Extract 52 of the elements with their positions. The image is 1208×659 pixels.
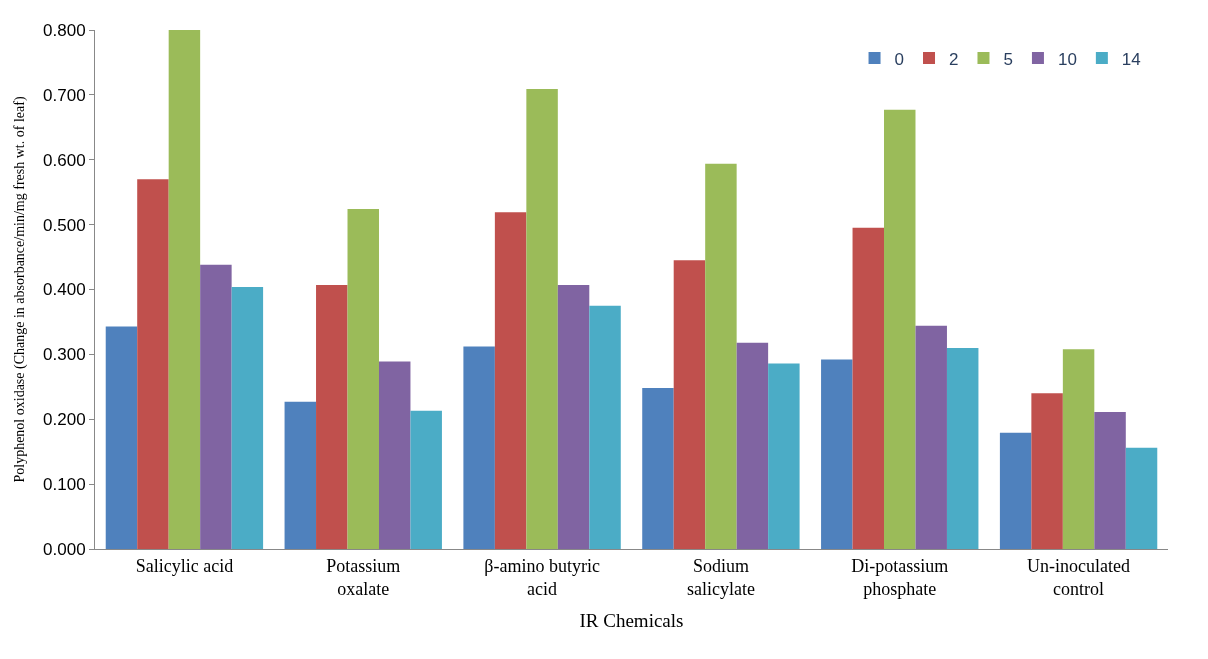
y-tick-label: 0.200 xyxy=(43,410,86,430)
bar xyxy=(463,346,495,549)
bar xyxy=(284,401,317,549)
x-tick-label: Sodium salicylate xyxy=(686,555,755,599)
x-tick-label: Potassium oxalate xyxy=(326,555,401,599)
bar xyxy=(1094,412,1126,549)
bar xyxy=(999,432,1032,549)
bar xyxy=(946,347,979,549)
bar xyxy=(347,209,379,549)
legend-label: 0 xyxy=(894,49,905,69)
bar xyxy=(852,227,885,549)
bar xyxy=(705,163,737,549)
legend-label: 5 xyxy=(1003,49,1013,69)
bar xyxy=(494,212,527,549)
bar xyxy=(1031,393,1063,549)
bar xyxy=(526,89,558,549)
bar xyxy=(821,359,853,549)
bar xyxy=(105,326,138,549)
bar xyxy=(1125,447,1158,549)
y-tick-label: 0.300 xyxy=(43,345,86,365)
x-tick-label: Salicylic acid xyxy=(135,555,234,576)
bar xyxy=(410,410,442,549)
bar xyxy=(736,342,769,549)
bar xyxy=(589,305,621,549)
bar xyxy=(557,284,590,549)
y-tick-label: 0.100 xyxy=(43,475,86,495)
y-axis-title: Polyphenol oxidase (Change in absorbance/min/mg fresh wt. of leaf) xyxy=(11,96,28,483)
bar xyxy=(768,363,800,549)
bar xyxy=(200,264,232,549)
bar xyxy=(1062,349,1095,549)
y-tick-label: 0.600 xyxy=(43,150,86,170)
bar xyxy=(168,30,201,549)
bar xyxy=(884,109,916,549)
legend-label: 14 xyxy=(1121,49,1141,69)
y-tick-label: 0.400 xyxy=(43,280,86,300)
x-tick-label: Di-potassium phosphate xyxy=(851,555,949,599)
legend-label: 10 xyxy=(1057,49,1077,69)
bar xyxy=(673,260,706,549)
x-tick-label: Un-inoculated control xyxy=(1027,555,1131,599)
bar xyxy=(915,325,947,549)
bar xyxy=(642,388,674,549)
bar xyxy=(378,361,411,549)
bar xyxy=(137,179,169,549)
y-tick-label: 0.500 xyxy=(43,215,86,235)
bar xyxy=(231,286,264,549)
legend-label: 2 xyxy=(949,49,959,69)
y-tick-label: 0.800 xyxy=(43,20,86,40)
y-tick-label: 0.000 xyxy=(43,539,86,559)
x-axis-title: IR Chemicals xyxy=(579,609,684,631)
bar xyxy=(316,284,348,549)
x-tick-label: β-amino butyric acid xyxy=(484,555,600,599)
y-tick-label: 0.700 xyxy=(43,85,86,105)
